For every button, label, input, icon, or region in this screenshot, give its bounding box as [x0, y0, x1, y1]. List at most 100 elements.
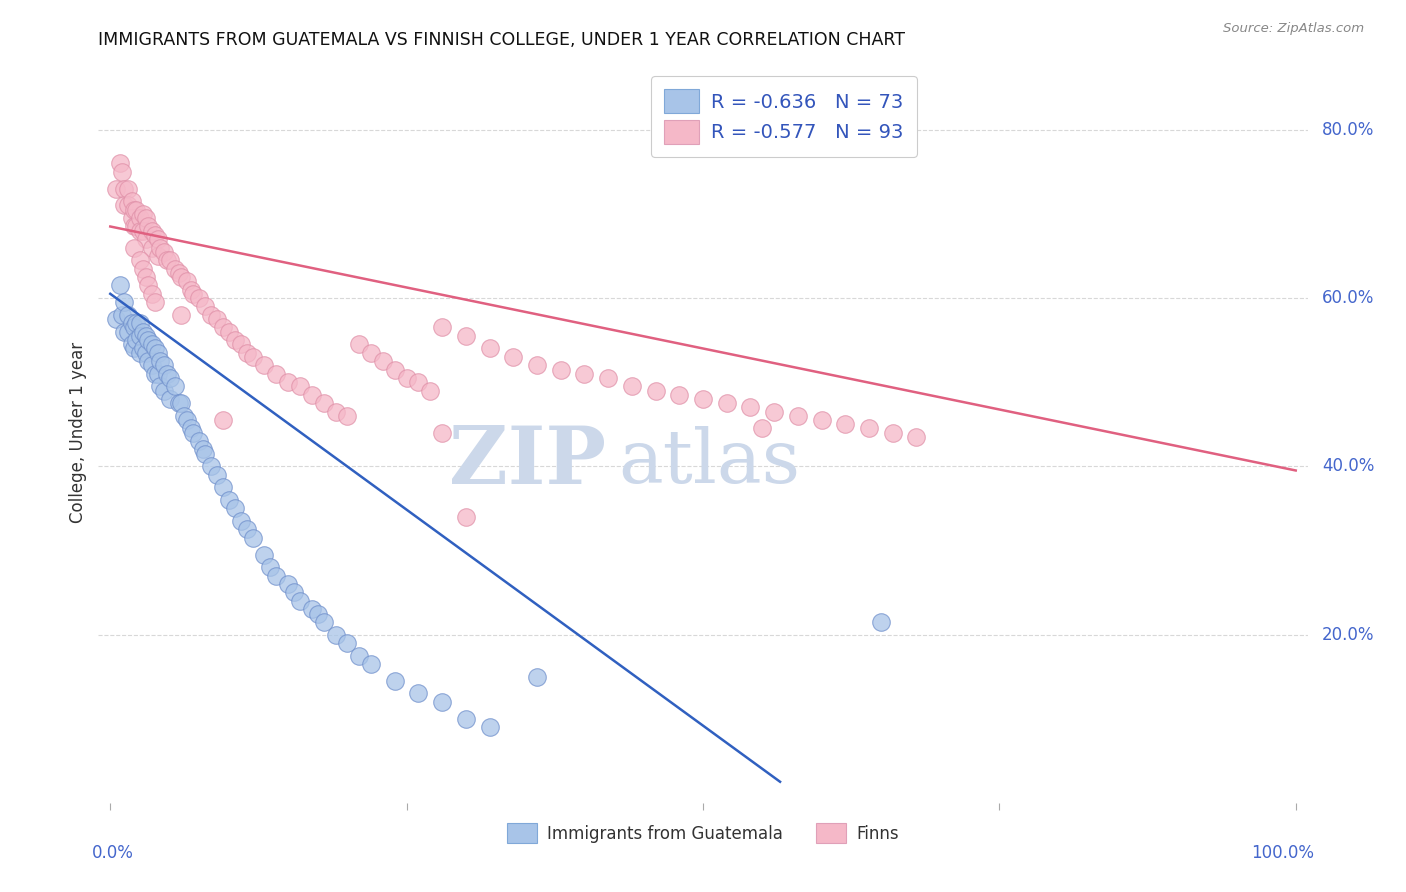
Point	[165, 379, 187, 393]
Point	[408, 375, 430, 389]
Point	[740, 401, 762, 415]
Point	[114, 181, 136, 195]
Point	[167, 266, 190, 280]
Point	[432, 695, 454, 709]
Point	[194, 300, 217, 314]
Point	[129, 253, 152, 268]
Point	[117, 308, 139, 322]
Point	[152, 359, 174, 373]
Point	[478, 342, 501, 356]
Point	[283, 585, 305, 599]
Point	[111, 165, 134, 179]
Point	[170, 308, 193, 322]
Point	[181, 286, 204, 301]
Point	[125, 316, 148, 330]
Point	[288, 379, 311, 393]
Point	[132, 224, 155, 238]
Point	[170, 270, 193, 285]
Point	[188, 291, 211, 305]
Point	[229, 514, 252, 528]
Text: 100.0%: 100.0%	[1250, 844, 1313, 862]
Point	[395, 371, 418, 385]
Point	[347, 337, 370, 351]
Point	[121, 211, 143, 225]
Point	[408, 686, 430, 700]
Point	[905, 430, 928, 444]
Point	[149, 379, 172, 393]
Point	[173, 409, 195, 423]
Text: atlas: atlas	[619, 425, 800, 499]
Point	[105, 181, 128, 195]
Point	[170, 396, 193, 410]
Point	[242, 350, 264, 364]
Point	[307, 607, 329, 621]
Text: ZIP: ZIP	[450, 423, 606, 501]
Point	[264, 568, 287, 582]
Point	[205, 467, 228, 482]
Point	[135, 329, 157, 343]
Point	[454, 509, 477, 524]
Point	[810, 413, 832, 427]
Point	[143, 227, 166, 242]
Point	[716, 396, 738, 410]
Point	[146, 345, 169, 359]
Y-axis label: College, Under 1 year: College, Under 1 year	[69, 342, 87, 524]
Point	[149, 240, 172, 255]
Point	[301, 602, 323, 616]
Point	[125, 333, 148, 347]
Point	[526, 359, 548, 373]
Point	[598, 371, 620, 385]
Point	[132, 207, 155, 221]
Point	[229, 337, 252, 351]
Point	[143, 295, 166, 310]
Point	[644, 384, 666, 398]
Point	[122, 320, 145, 334]
Point	[668, 388, 690, 402]
Point	[167, 396, 190, 410]
Point	[620, 379, 643, 393]
Point	[122, 219, 145, 234]
Point	[277, 577, 299, 591]
Point	[224, 333, 246, 347]
Point	[143, 342, 166, 356]
Text: 60.0%: 60.0%	[1322, 289, 1375, 307]
Point	[312, 615, 335, 629]
Point	[176, 413, 198, 427]
Text: 20.0%: 20.0%	[1322, 625, 1375, 643]
Point	[502, 350, 524, 364]
Point	[224, 501, 246, 516]
Point	[200, 459, 222, 474]
Point	[312, 396, 335, 410]
Point	[121, 337, 143, 351]
Point	[152, 384, 174, 398]
Text: IMMIGRANTS FROM GUATEMALA VS FINNISH COLLEGE, UNDER 1 YEAR CORRELATION CHART: IMMIGRANTS FROM GUATEMALA VS FINNISH COL…	[98, 31, 905, 49]
Point	[129, 345, 152, 359]
Point	[125, 202, 148, 217]
Point	[277, 375, 299, 389]
Point	[135, 345, 157, 359]
Point	[858, 421, 880, 435]
Point	[786, 409, 808, 423]
Point	[129, 211, 152, 225]
Point	[212, 413, 235, 427]
Point	[141, 240, 163, 255]
Point	[125, 219, 148, 234]
Point	[325, 404, 347, 418]
Point	[135, 232, 157, 246]
Point	[371, 354, 394, 368]
Point	[141, 359, 163, 373]
Point	[117, 325, 139, 339]
Point	[188, 434, 211, 448]
Point	[114, 295, 136, 310]
Point	[121, 316, 143, 330]
Point	[325, 627, 347, 641]
Point	[882, 425, 904, 440]
Point	[205, 312, 228, 326]
Point	[152, 244, 174, 259]
Point	[200, 308, 222, 322]
Point	[146, 232, 169, 246]
Point	[143, 367, 166, 381]
Point	[259, 560, 281, 574]
Point	[135, 211, 157, 225]
Point	[132, 325, 155, 339]
